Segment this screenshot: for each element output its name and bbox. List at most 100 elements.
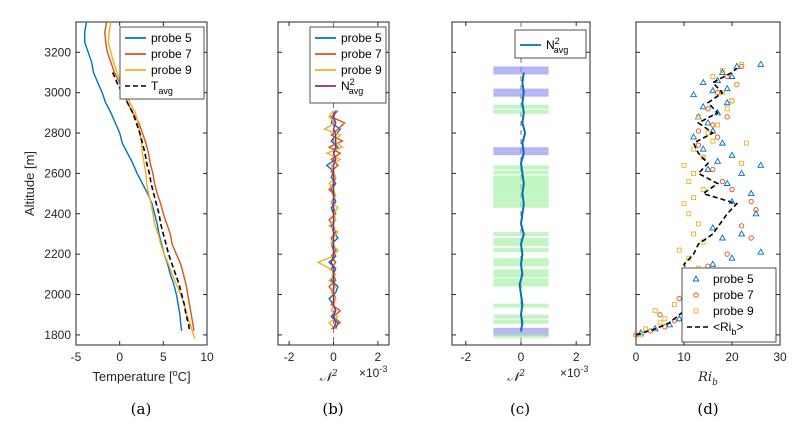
- data-point-circle: [729, 98, 735, 104]
- data-point-square: [710, 138, 716, 144]
- green-interval-bar: [493, 238, 549, 243]
- legend-label: probe 9: [151, 63, 192, 77]
- data-point-circle: [695, 142, 702, 148]
- series-line-2: [104, 21, 195, 332]
- series-line-4: [111, 72, 191, 332]
- data-point-triangle: [704, 165, 712, 172]
- legend-marker: [692, 275, 700, 282]
- data-point-triangle: [704, 119, 712, 126]
- data-point-circle: [695, 128, 702, 134]
- x-tick-label: 5: [160, 350, 167, 364]
- data-point-square: [691, 170, 697, 176]
- blue-interval-bar: [493, 331, 549, 336]
- y-tick-label: 2800: [44, 126, 71, 140]
- data-point-triangle: [728, 254, 736, 261]
- legend-label: probe 7: [713, 288, 754, 302]
- legend-label: <Rib>: [713, 320, 743, 337]
- x-tick-label: 30: [773, 350, 787, 364]
- blue-interval-bar: [493, 70, 549, 75]
- blue-interval-bar: [493, 147, 549, 152]
- x-tick-label: 0: [330, 350, 337, 364]
- y-tick-label: 2400: [44, 207, 71, 221]
- legend-marker: [693, 292, 699, 298]
- label-part: avg: [349, 86, 364, 96]
- data-point-square: [700, 187, 706, 193]
- y-tick-label: 2200: [44, 247, 71, 261]
- data-point-triangle: [757, 248, 765, 255]
- data-point-triangle: [637, 328, 645, 336]
- data-point-square: [710, 74, 716, 79]
- legend-label: probe 5: [713, 272, 754, 286]
- data-point-square: [719, 67, 725, 73]
- data-point-square: [686, 211, 692, 217]
- green-interval-bar: [493, 203, 549, 208]
- data-point-triangle: [690, 90, 698, 98]
- label-part: 2: [518, 369, 525, 379]
- label-part: probe 7: [151, 47, 192, 61]
- data-point-square: [657, 320, 663, 326]
- data-point-circle: [714, 134, 721, 140]
- data-point-triangle: [714, 157, 722, 164]
- data-point-circle: [710, 166, 716, 173]
- green-interval-bar: [493, 170, 549, 175]
- label-part: avg: [554, 45, 569, 55]
- series-line-1: [84, 21, 183, 332]
- green-interval-bar: [493, 319, 549, 324]
- data-point-triangle: [757, 60, 765, 67]
- data-point-square: [643, 326, 649, 332]
- data-point-square: [662, 316, 668, 322]
- green-interval-bar: [493, 109, 549, 114]
- data-point-triangle: [699, 145, 707, 152]
- x-axis-label: 𝒩2: [507, 369, 525, 385]
- blue-interval-bar: [493, 66, 549, 71]
- data-point-square: [676, 247, 682, 253]
- data-point-triangle: [718, 234, 726, 241]
- blue-interval-bar: [493, 92, 549, 97]
- legend-label: probe 7: [151, 47, 192, 61]
- x-tick-label: 2: [375, 350, 382, 364]
- data-point-square: [686, 179, 692, 184]
- data-point-square: [739, 61, 745, 67]
- data-point-triangle: [699, 78, 707, 86]
- legend-box: [514, 29, 587, 59]
- label-part: 2: [555, 36, 560, 46]
- x-tick-label: 2: [573, 350, 580, 364]
- legend-marker: [693, 308, 699, 314]
- data-point-triangle: [738, 230, 746, 237]
- data-point-triangle: [738, 169, 746, 176]
- data-point-triangle: [709, 223, 717, 231]
- data-point-square: [715, 122, 721, 128]
- y-tick-label: 3200: [44, 45, 71, 59]
- label-part: probe 5: [151, 31, 192, 45]
- legend-label: probe 7: [341, 47, 382, 61]
- data-point-square: [691, 231, 697, 237]
- label-part: N: [546, 38, 555, 52]
- label-part: probe 9: [713, 304, 754, 318]
- panel-caption: (d): [697, 400, 718, 418]
- y-tick-label: 2600: [44, 166, 71, 180]
- panel-c: -2 0 2𝒩2 ×10-3N2 avg(c): [451, 21, 591, 418]
- green-interval-bar: [493, 195, 549, 200]
- label-part: -3: [580, 364, 588, 374]
- green-interval-bar: [493, 187, 549, 192]
- label-part: avg: [158, 86, 173, 96]
- data-point-triangle: [728, 72, 736, 79]
- data-point-square: [739, 160, 745, 166]
- data-point-circle: [734, 81, 740, 88]
- data-point-circle: [676, 295, 682, 302]
- x-axis-label: Rib: [697, 370, 718, 388]
- panel-caption: (a): [131, 400, 152, 418]
- x-tick-label: -2: [460, 350, 471, 364]
- data-point-square: [652, 308, 658, 314]
- data-point-square: [705, 130, 711, 136]
- green-interval-bar: [493, 199, 549, 204]
- data-point-square: [695, 221, 701, 227]
- data-point-triangle: [718, 68, 726, 75]
- label-part: ×10: [359, 366, 380, 380]
- data-point-square: [681, 201, 687, 207]
- data-point-circle: [748, 235, 754, 241]
- x-tick-label: 0: [633, 350, 640, 364]
- data-point-triangle: [709, 260, 717, 267]
- data-point-triangle: [733, 62, 741, 69]
